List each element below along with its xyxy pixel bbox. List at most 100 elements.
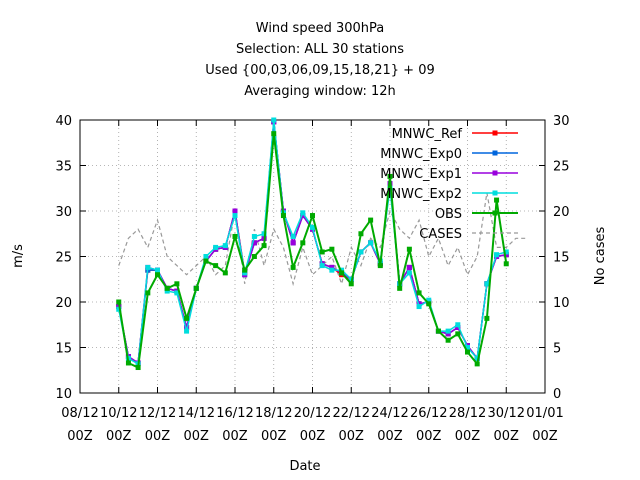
data-point	[213, 263, 219, 269]
data-point	[232, 208, 238, 214]
legend-marker	[492, 130, 498, 136]
y2-tick-label: 10	[553, 296, 570, 311]
y-tick-label: 30	[55, 205, 72, 220]
data-point	[455, 322, 461, 328]
data-point	[503, 252, 509, 258]
legend-entry-mnwc-exp1: MNWC_Exp1	[380, 167, 518, 182]
data-point	[397, 285, 403, 291]
x-tick-label-hour: 00Z	[455, 429, 481, 444]
data-point	[465, 349, 470, 355]
data-point	[339, 267, 345, 273]
y-tick-label: 20	[55, 296, 72, 311]
data-point	[232, 213, 238, 219]
data-point	[290, 233, 296, 239]
data-point	[426, 301, 432, 307]
data-point	[242, 267, 248, 273]
data-point	[465, 345, 470, 350]
y2-tick-label: 15	[553, 251, 570, 266]
x-tick-label-date: 16/12	[216, 406, 253, 421]
data-point	[222, 270, 228, 276]
legend-entry-obs: OBS	[435, 207, 518, 222]
data-point	[319, 263, 325, 269]
legend-label: OBS	[435, 207, 462, 222]
data-point	[426, 297, 432, 303]
legend-marker	[492, 170, 498, 176]
data-point	[348, 281, 354, 287]
data-point	[455, 324, 461, 330]
series-line-cases	[118, 192, 526, 287]
x-tick-label-date: 14/12	[178, 406, 215, 421]
title-line-4: Averaging window: 12h	[244, 84, 396, 99]
title-line-1: Wind speed 300hPa	[256, 21, 384, 36]
data-point	[310, 224, 315, 230]
legend-label: MNWC_Exp1	[380, 167, 462, 182]
data-point	[290, 264, 296, 270]
legend: MNWC_Ref MNWC_Exp0 MNWC_Exp1 MNWC_Exp2 OBS CA…	[380, 127, 518, 242]
data-point	[503, 249, 509, 255]
data-point	[377, 263, 383, 269]
y-tick-label: 15	[55, 342, 72, 357]
data-point	[387, 173, 393, 179]
data-point	[474, 355, 480, 361]
x-tick-label-date: 12/12	[139, 406, 176, 421]
data-point	[251, 254, 257, 259]
x-tick-label-date: 20/12	[294, 406, 331, 421]
data-point	[339, 270, 345, 276]
data-point	[261, 231, 267, 237]
x-tick-label-date: 24/12	[371, 406, 408, 421]
legend-marker	[492, 210, 498, 216]
data-point	[125, 360, 131, 366]
x-tick-label-hour: 00Z	[261, 429, 287, 444]
legend-entry-cases: CASES	[419, 227, 518, 242]
data-point	[145, 264, 151, 270]
data-point	[300, 213, 306, 219]
data-point	[368, 240, 374, 246]
x-axis-label: Date	[289, 459, 320, 474]
data-point	[155, 267, 160, 273]
x-tick-label-hour: 00Z	[300, 429, 326, 444]
data-point	[406, 264, 412, 270]
data-point	[494, 197, 500, 203]
legend-entry-mnwc-exp2: MNWC_Exp2	[380, 187, 518, 202]
data-point	[261, 243, 267, 249]
data-point	[155, 272, 160, 278]
data-point	[484, 315, 490, 321]
data-point	[406, 270, 412, 276]
data-point	[368, 217, 374, 223]
data-point	[329, 264, 335, 270]
x-tick-label-hour: 00Z	[494, 429, 520, 444]
data-point	[251, 240, 257, 246]
x-tick-label-hour: 00Z	[377, 429, 403, 444]
data-point	[358, 231, 364, 237]
x-tick-label-hour: 00Z	[145, 429, 171, 444]
data-point	[164, 288, 170, 294]
data-point	[445, 337, 451, 343]
series-obs	[116, 131, 509, 371]
data-point	[416, 304, 422, 310]
data-point	[174, 281, 180, 287]
y2-tick-label: 20	[553, 205, 570, 220]
data-point	[300, 240, 306, 246]
data-point	[242, 270, 248, 276]
title-line-3: Used {00,03,06,09,15,18,21} + 09	[205, 63, 435, 78]
x-tick-label-hour: 00Z	[106, 429, 132, 444]
data-point	[203, 258, 209, 264]
data-point	[184, 328, 190, 334]
data-point	[135, 365, 141, 371]
data-point	[145, 290, 151, 296]
legend-label: MNWC_Exp0	[380, 147, 462, 162]
data-point	[406, 246, 412, 252]
data-point	[484, 281, 490, 287]
plot-frame	[79, 119, 546, 394]
x-tick-label-hour: 00Z	[416, 429, 442, 444]
y2-tick-label: 0	[553, 387, 561, 402]
x-tick-label-date: 08/12	[61, 406, 98, 421]
legend-label: MNWC_Ref	[392, 127, 463, 142]
y-tick-label: 35	[55, 160, 72, 175]
data-point	[116, 306, 122, 312]
x-tick-label-date: 30/12	[488, 406, 525, 421]
y2-axis-label: No cases	[593, 227, 608, 286]
data-point	[329, 246, 335, 252]
y-axis-label: m/s	[11, 244, 26, 268]
